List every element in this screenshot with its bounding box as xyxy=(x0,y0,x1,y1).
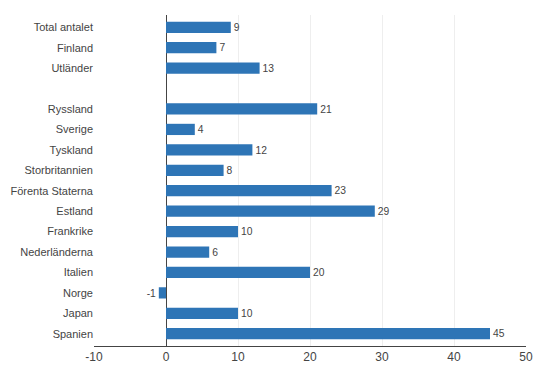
svg-text:10: 10 xyxy=(241,226,253,237)
svg-text:20: 20 xyxy=(313,267,325,278)
svg-text:12: 12 xyxy=(255,145,267,156)
svg-text:Spanien: Spanien xyxy=(53,328,93,340)
svg-text:Finland: Finland xyxy=(57,42,93,54)
svg-text:8: 8 xyxy=(227,165,233,176)
svg-text:13: 13 xyxy=(263,63,275,74)
svg-text:Tyskland: Tyskland xyxy=(50,144,93,156)
svg-text:20: 20 xyxy=(303,350,317,364)
svg-text:Sverige: Sverige xyxy=(56,123,93,135)
svg-text:Förenta Staterna: Förenta Staterna xyxy=(10,185,93,197)
svg-text:0: 0 xyxy=(163,350,170,364)
svg-text:-1: -1 xyxy=(147,288,156,299)
svg-text:Ryssland: Ryssland xyxy=(48,103,93,115)
svg-text:10: 10 xyxy=(241,308,253,319)
svg-text:Total antalet: Total antalet xyxy=(34,21,93,33)
svg-text:50: 50 xyxy=(519,350,533,364)
svg-text:21: 21 xyxy=(320,104,332,115)
svg-text:10: 10 xyxy=(231,350,245,364)
svg-text:4: 4 xyxy=(198,124,204,135)
svg-text:29: 29 xyxy=(378,206,390,217)
svg-text:45: 45 xyxy=(493,328,505,339)
svg-text:40: 40 xyxy=(447,350,461,364)
svg-text:30: 30 xyxy=(375,350,389,364)
svg-text:Frankrike: Frankrike xyxy=(47,225,93,237)
svg-text:Nederländerna: Nederländerna xyxy=(20,246,94,258)
svg-text:23: 23 xyxy=(335,185,347,196)
svg-text:Utländer: Utländer xyxy=(51,62,93,74)
svg-text:Italien: Italien xyxy=(64,266,93,278)
svg-text:9: 9 xyxy=(234,22,240,33)
svg-text:Estland: Estland xyxy=(56,205,93,217)
svg-text:Norge: Norge xyxy=(63,287,93,299)
svg-text:Storbritannien: Storbritannien xyxy=(25,164,94,176)
svg-text:6: 6 xyxy=(212,247,218,258)
svg-text:7: 7 xyxy=(219,42,225,53)
svg-text:Japan: Japan xyxy=(63,307,93,319)
svg-text:-10: -10 xyxy=(85,350,103,364)
